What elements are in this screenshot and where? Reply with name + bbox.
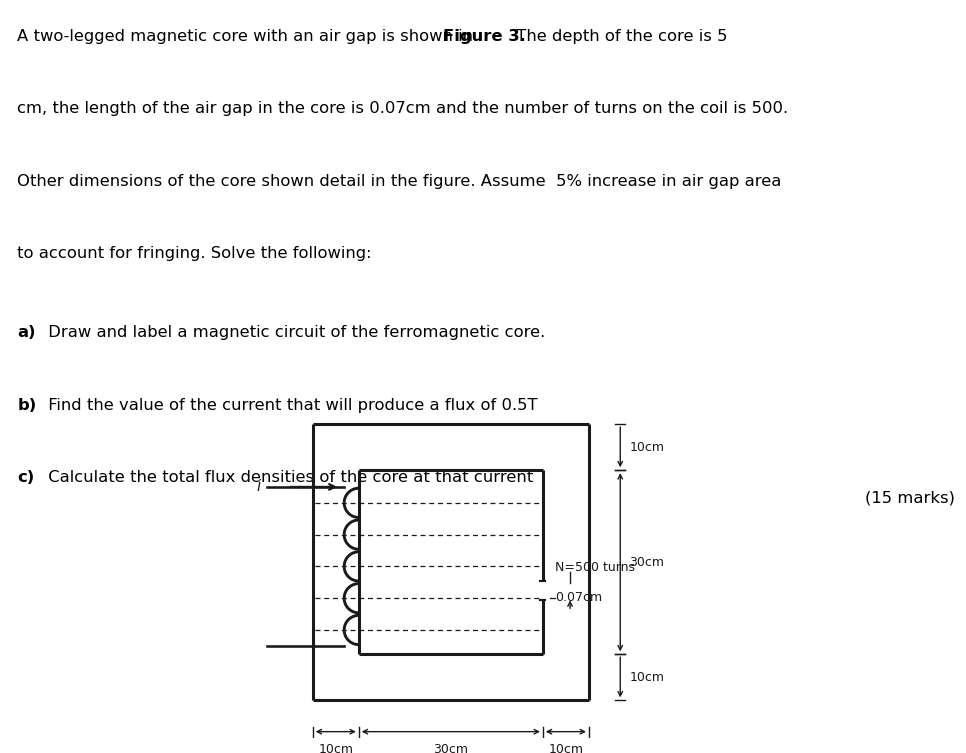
Text: (15 marks): (15 marks) [865, 491, 954, 506]
Text: cm, the length of the air gap in the core is 0.07cm and the number of turns on t: cm, the length of the air gap in the cor… [17, 102, 788, 117]
Text: to account for fringing. Solve the following:: to account for fringing. Solve the follo… [17, 246, 372, 261]
Text: Draw and label a magnetic circuit of the ferromagnetic core.: Draw and label a magnetic circuit of the… [43, 325, 545, 340]
Text: a): a) [17, 325, 36, 340]
Text: i: i [256, 480, 261, 495]
Text: The depth of the core is 5: The depth of the core is 5 [511, 29, 727, 44]
Text: Figure 3.: Figure 3. [443, 29, 526, 44]
Text: Other dimensions of the core shown detail in the figure. Assume  5% increase in : Other dimensions of the core shown detai… [17, 174, 781, 189]
Text: 10cm: 10cm [630, 441, 665, 454]
Text: Find the value of the current that will produce a flux of 0.5T: Find the value of the current that will … [43, 398, 537, 413]
Text: N=500 turns: N=500 turns [555, 561, 636, 574]
Text: 10cm: 10cm [318, 743, 354, 753]
Text: Calculate the total flux densities of the core at that current: Calculate the total flux densities of th… [43, 470, 533, 485]
Text: c): c) [17, 470, 35, 485]
Text: 30cm: 30cm [434, 743, 469, 753]
Text: A two-legged magnetic core with an air gap is shown in: A two-legged magnetic core with an air g… [17, 29, 478, 44]
Text: 10cm: 10cm [630, 671, 665, 684]
Text: 30cm: 30cm [630, 556, 665, 569]
Text: b): b) [17, 398, 37, 413]
Text: 0.07cm: 0.07cm [555, 591, 603, 605]
Text: 10cm: 10cm [549, 743, 583, 753]
